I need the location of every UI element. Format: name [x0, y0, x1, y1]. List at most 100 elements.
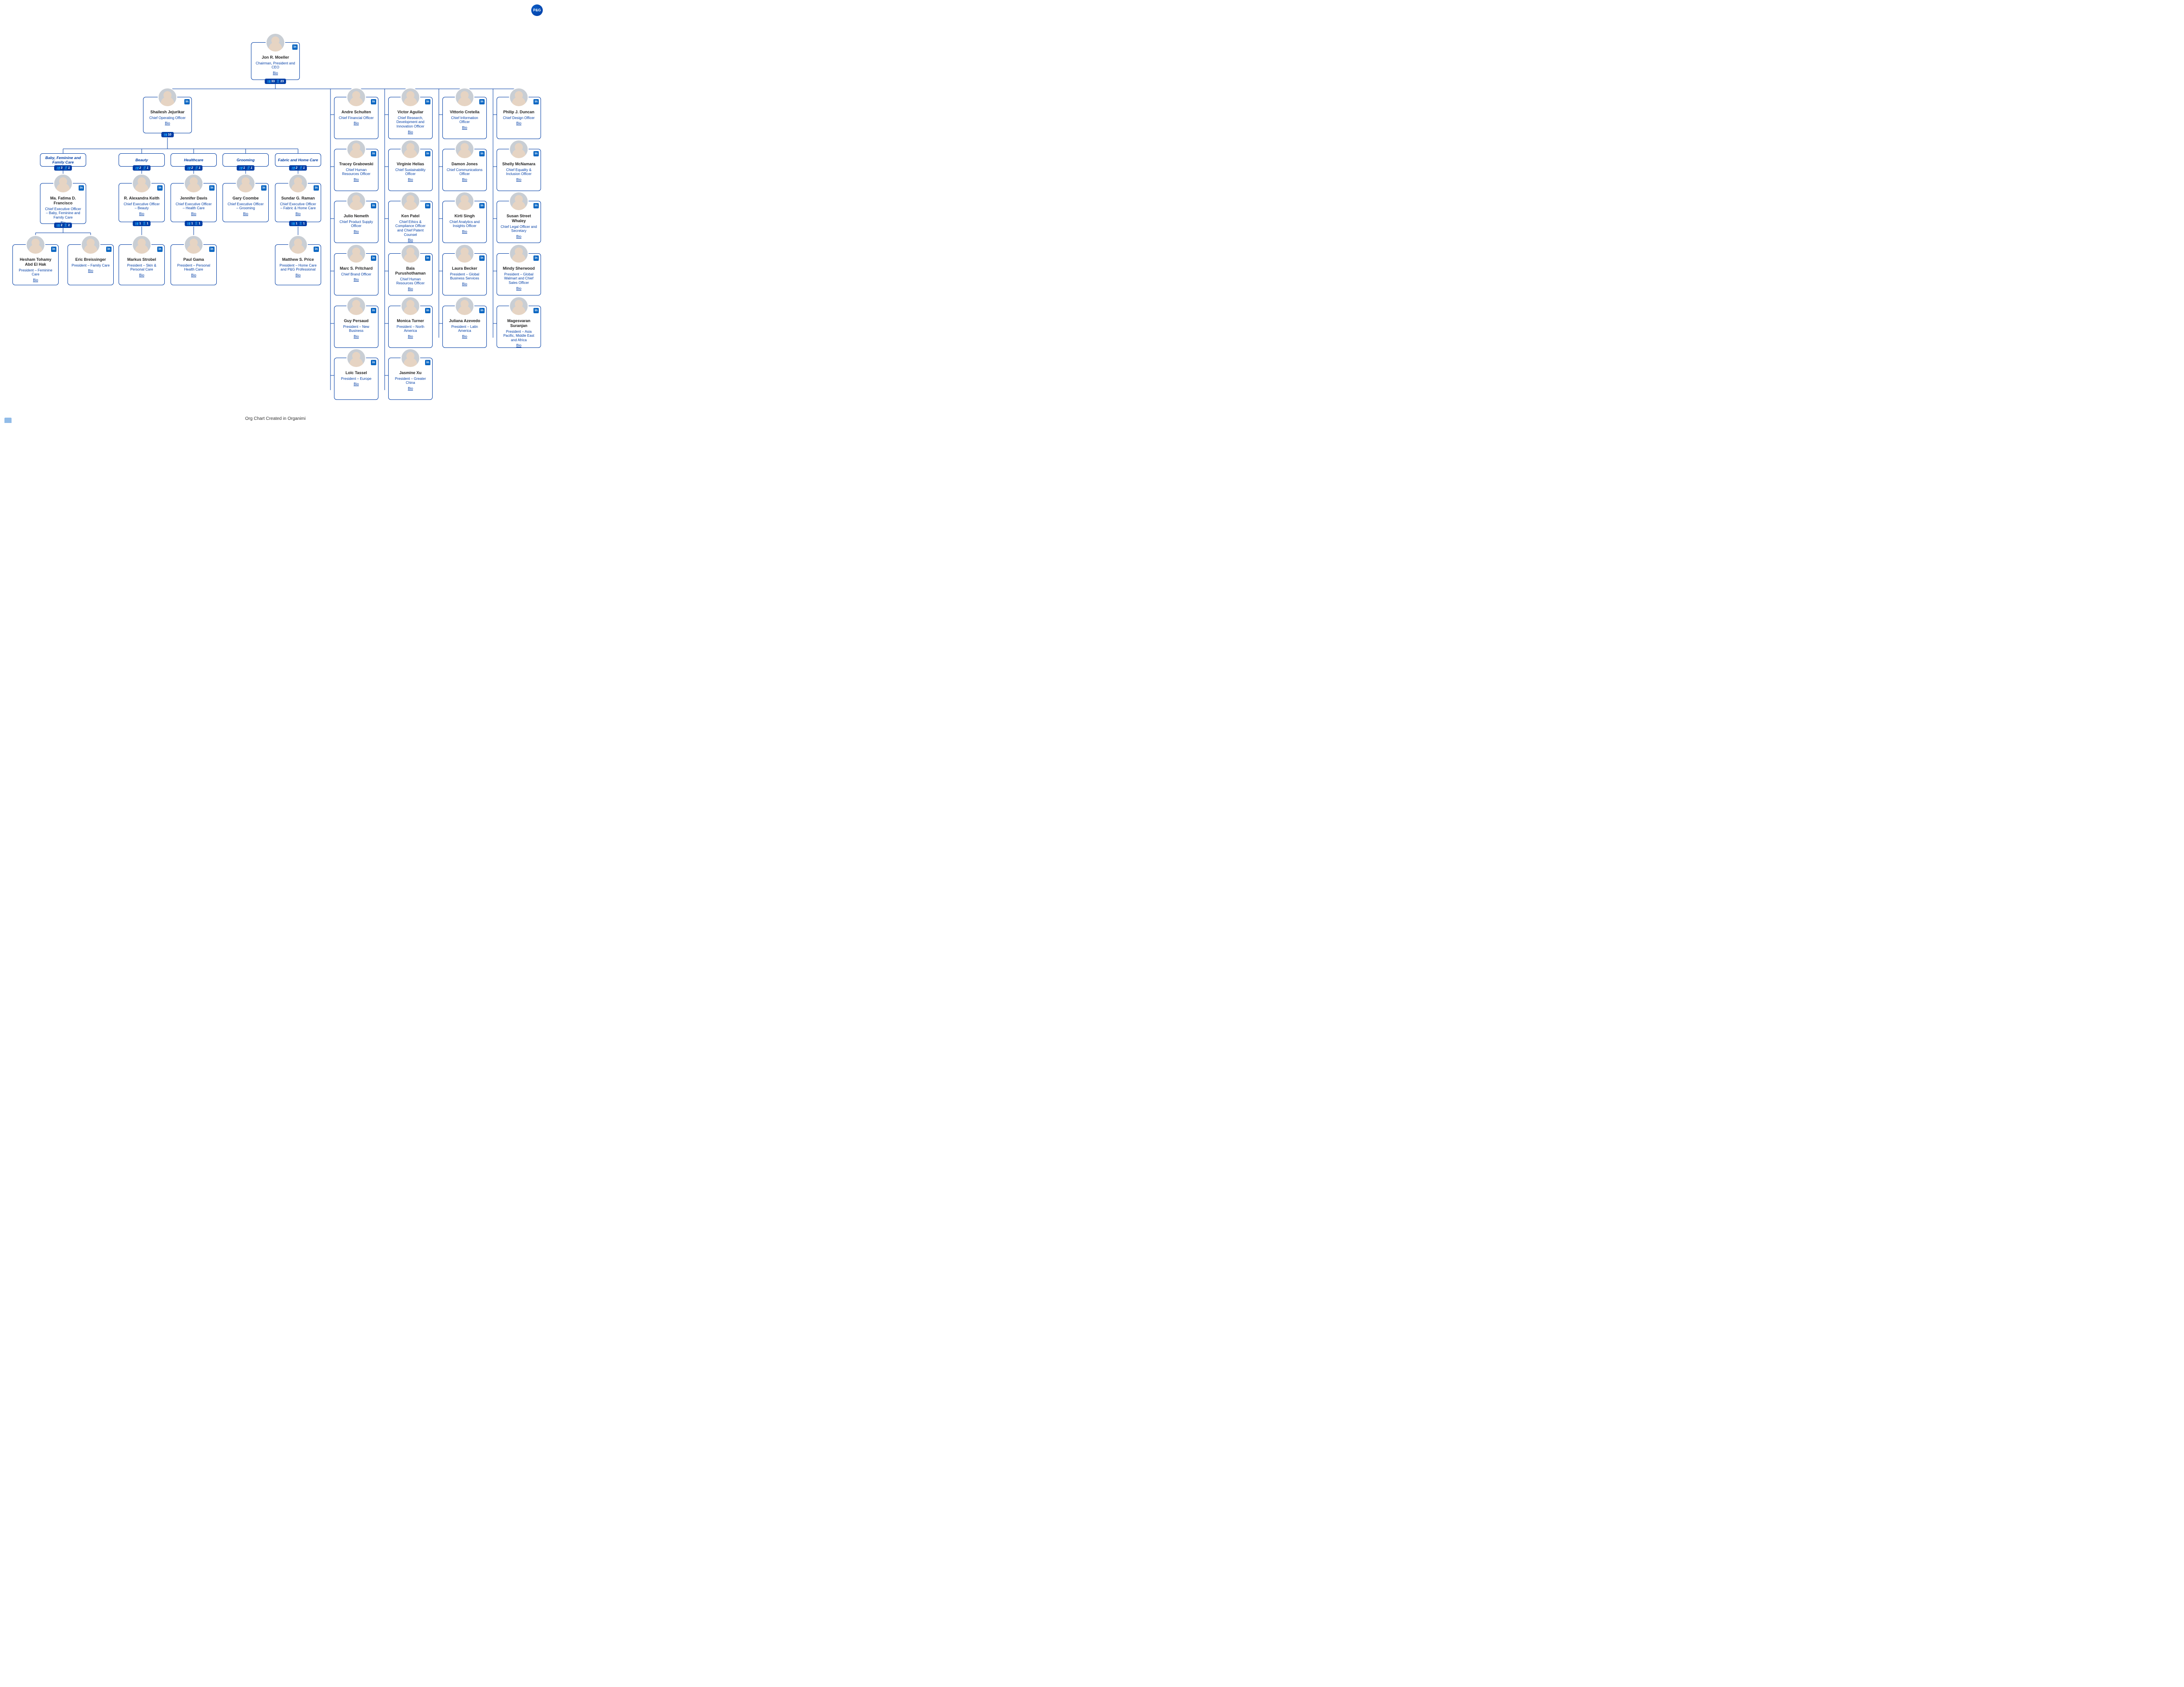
dept-card-groom[interactable]: Grooming 👥 1👤 1 [223, 153, 269, 167]
person-card[interactable]: Jasmine XuPresident – Greater ChinaBio [388, 358, 433, 400]
person-card[interactable]: Loïc TasselPresident – EuropeBio [334, 358, 378, 400]
person-card-coo[interactable]: Shailesh Jejurikar Chief Operating Offic… [143, 97, 192, 133]
linkedin-icon[interactable] [371, 255, 376, 261]
linkedin-icon[interactable] [79, 185, 84, 191]
bio-link[interactable]: Bio [254, 71, 297, 75]
person-card[interactable]: Monica TurnerPresident – North AmericaBi… [388, 306, 433, 348]
bio-link[interactable]: Bio [446, 335, 484, 339]
dept-card-fabric[interactable]: Fabric and Home Care 👥 2👤 1 [275, 153, 321, 167]
person-card[interactable]: Juliana AzevedoPresident – Latin America… [442, 306, 487, 348]
linkedin-icon[interactable] [425, 151, 430, 156]
person-card[interactable]: Kirti SinghChief Analytics and Insights … [442, 201, 487, 243]
linkedin-icon[interactable] [292, 44, 298, 50]
linkedin-icon[interactable] [479, 203, 485, 208]
person-card[interactable]: Tracey GrabowskiChief Human Resources Of… [334, 149, 378, 191]
bio-link[interactable]: Bio [391, 238, 430, 242]
linkedin-icon[interactable] [51, 247, 56, 252]
bio-link[interactable]: Bio [500, 121, 538, 125]
person-card[interactable]: Magesvaran SuranjanPresident – Asia Paci… [497, 306, 541, 348]
linkedin-icon[interactable] [184, 99, 190, 104]
bio-link[interactable]: Bio [337, 335, 375, 339]
linkedin-icon[interactable] [209, 247, 215, 252]
dept-card-beauty[interactable]: Beauty 👥 2👤 1 [119, 153, 165, 167]
bio-link[interactable]: Bio [391, 178, 430, 182]
linkedin-icon[interactable] [425, 255, 430, 261]
linkedin-icon[interactable] [209, 185, 215, 191]
linkedin-icon[interactable] [479, 255, 485, 261]
bio-link[interactable]: Bio [500, 287, 538, 291]
linkedin-icon[interactable] [425, 308, 430, 313]
linkedin-icon[interactable] [533, 99, 539, 104]
person-card[interactable]: Markus Strobel President – Skin & Person… [119, 244, 165, 285]
bio-link[interactable]: Bio [174, 273, 214, 277]
bio-link[interactable]: Bio [337, 121, 375, 125]
bio-link[interactable]: Bio [446, 230, 484, 234]
dept-card-health[interactable]: Healthcare 👥 2👤 1 [171, 153, 217, 167]
person-card[interactable]: Victor AguilarChief Research, Developmen… [388, 97, 433, 139]
bio-link[interactable]: Bio [391, 287, 430, 291]
linkedin-icon[interactable] [157, 247, 163, 252]
person-card[interactable]: Philip J. DuncanChief Design OfficerBio [497, 97, 541, 139]
bio-link[interactable]: Bio [337, 382, 375, 386]
linkedin-icon[interactable] [157, 185, 163, 191]
bio-link[interactable]: Bio [391, 130, 430, 134]
linkedin-icon[interactable] [371, 360, 376, 365]
bio-link[interactable]: Bio [226, 212, 266, 216]
bio-link[interactable]: Bio [122, 212, 162, 216]
bio-link[interactable]: Bio [71, 269, 111, 273]
person-card[interactable]: Hesham Tohamy Abd El Hak President – Fem… [12, 244, 59, 285]
bio-link[interactable]: Bio [337, 278, 375, 282]
person-card[interactable]: Guy PersaudPresident – New BusinessBio [334, 306, 378, 348]
linkedin-icon[interactable] [425, 99, 430, 104]
bio-link[interactable]: Bio [337, 230, 375, 234]
person-card[interactable]: Marc S. PritchardChief Brand OfficerBio [334, 253, 378, 295]
linkedin-icon[interactable] [314, 247, 319, 252]
bio-link[interactable]: Bio [500, 343, 538, 347]
linkedin-icon[interactable] [425, 203, 430, 208]
linkedin-icon[interactable] [479, 99, 485, 104]
linkedin-icon[interactable] [261, 185, 267, 191]
person-card[interactable]: Ma. Fatima D. Francisco Chief Executive … [40, 183, 86, 224]
linkedin-icon[interactable] [533, 255, 539, 261]
bio-link[interactable]: Bio [174, 212, 214, 216]
bio-link[interactable]: Bio [278, 273, 318, 277]
person-card-ceo[interactable]: Jon R. Moeller Chairman, President and C… [251, 42, 300, 80]
bio-link[interactable]: Bio [391, 387, 430, 391]
bio-link[interactable]: Bio [500, 178, 538, 182]
person-card[interactable]: Shelly McNamaraChief Equality & Inclusio… [497, 149, 541, 191]
linkedin-icon[interactable] [371, 99, 376, 104]
person-card[interactable]: Eric Breissinger President – Family Care… [68, 244, 114, 285]
person-card[interactable]: Andre SchultenChief Financial OfficerBio [334, 97, 378, 139]
person-card[interactable]: Susan Street WhaleyChief Legal Officer a… [497, 201, 541, 243]
person-card[interactable]: Bala PurushothamanChief Human Resources … [388, 253, 433, 295]
person-card[interactable]: Mindy SherwoodPresident – Global Walmart… [497, 253, 541, 295]
bio-link[interactable]: Bio [446, 178, 484, 182]
person-card[interactable]: Vittorio CretellaChief Information Offic… [442, 97, 487, 139]
bio-link[interactable]: Bio [446, 282, 484, 286]
person-card[interactable]: Jennifer Davis Chief Executive Officer –… [171, 183, 217, 222]
bio-link[interactable]: Bio [391, 335, 430, 339]
linkedin-icon[interactable] [425, 360, 430, 365]
person-card[interactable]: Gary Coombe Chief Executive Officer – Gr… [223, 183, 269, 222]
linkedin-icon[interactable] [533, 203, 539, 208]
person-card[interactable]: Laura BeckerPresident – Global Business … [442, 253, 487, 295]
bio-link[interactable]: Bio [122, 273, 162, 277]
person-card[interactable]: Paul Gama President – Personal Health Ca… [171, 244, 217, 285]
person-card[interactable]: Sundar G. Raman Chief Executive Officer … [275, 183, 321, 222]
person-card[interactable]: Virginie HeliasChief Sustainability Offi… [388, 149, 433, 191]
person-card[interactable]: Julio NemethChief Product Supply Officer… [334, 201, 378, 243]
linkedin-icon[interactable] [106, 247, 111, 252]
linkedin-icon[interactable] [479, 308, 485, 313]
person-card[interactable]: Matthew S. Price President – Home Care a… [275, 244, 321, 285]
linkedin-icon[interactable] [533, 151, 539, 156]
bio-link[interactable]: Bio [337, 178, 375, 182]
bio-link[interactable]: Bio [278, 212, 318, 216]
linkedin-icon[interactable] [371, 203, 376, 208]
dept-card-bff[interactable]: Baby, Feminine and Family Care 👥 3👤 1 [40, 153, 86, 167]
bio-link[interactable]: Bio [16, 278, 56, 282]
person-card[interactable]: Damon JonesChief Communications OfficerB… [442, 149, 487, 191]
bio-link[interactable]: Bio [146, 121, 189, 125]
person-card[interactable]: Ken PatelChief Ethics & Compliance Offic… [388, 201, 433, 243]
linkedin-icon[interactable] [371, 308, 376, 313]
person-card[interactable]: R. Alexandra Keith Chief Executive Offic… [119, 183, 165, 222]
